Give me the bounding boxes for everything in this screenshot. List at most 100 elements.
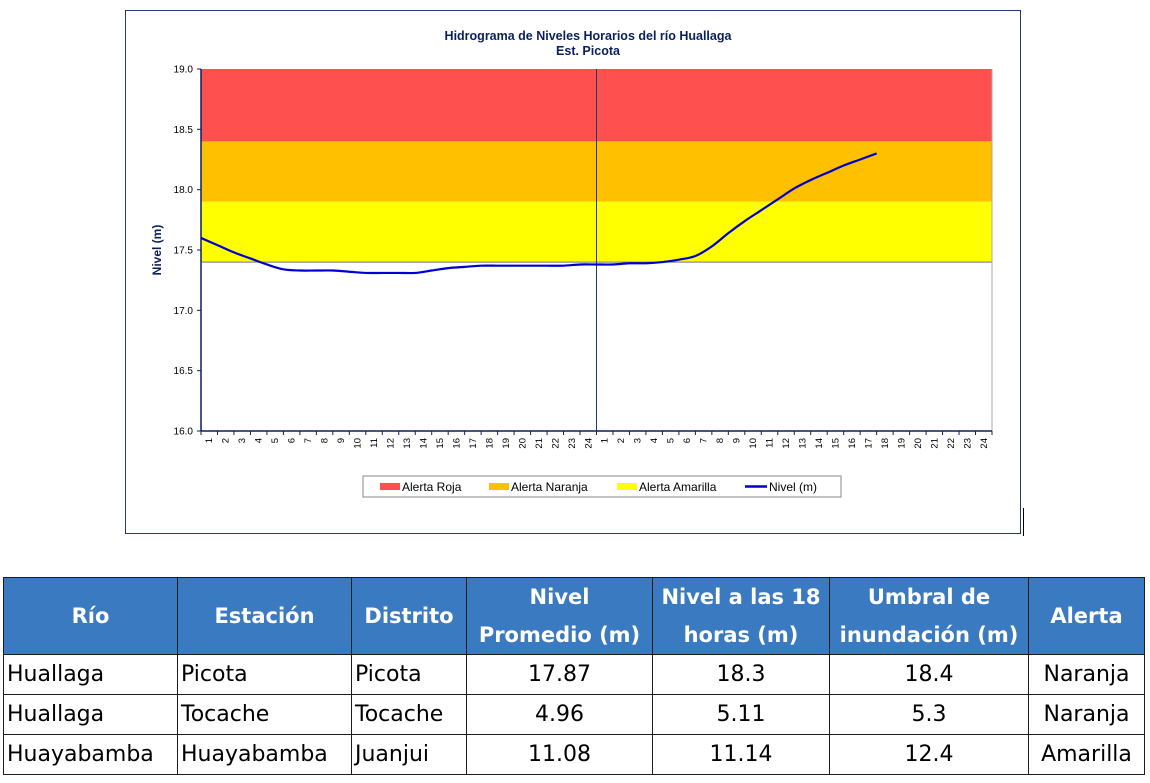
cell-nivel-18-horas: 11.14	[652, 734, 830, 775]
x-tick-label: 23	[567, 438, 578, 449]
cell-alerta: Naranja	[1028, 694, 1145, 735]
cell-nivel-18-horas: 5.11	[652, 694, 830, 735]
legend-swatch-alerta-amarilla	[617, 483, 637, 490]
x-tick-label: 20	[913, 438, 924, 449]
hydrograph-chart: Hidrograma de Niveles Horarios del río H…	[150, 29, 993, 498]
y-tick-label: 18.5	[174, 125, 194, 136]
x-tick-label: 10	[748, 438, 759, 449]
x-tick-label: 15	[830, 438, 841, 449]
x-tick-label: 22	[946, 438, 957, 449]
x-tick-label: 13	[797, 438, 808, 449]
x-tick-label: 9	[732, 438, 743, 443]
y-tick-label: 17.5	[174, 246, 194, 257]
cell-estacion: Tocache	[177, 694, 352, 735]
cell-alerta: Naranja	[1028, 654, 1145, 695]
x-tick-label: 24	[979, 438, 990, 449]
x-tick-label: 17	[863, 438, 874, 449]
header-nivel-18-horas: Nivel a las 18 horas (m)	[652, 577, 830, 655]
frame-edge-mark	[1023, 508, 1024, 536]
x-tick-label: 4	[649, 438, 660, 443]
x-tick-label: 16	[451, 438, 462, 449]
x-tick-label: 23	[962, 438, 973, 449]
cell-distrito: Tocache	[351, 694, 467, 735]
x-tick-label: 6	[287, 438, 298, 443]
header-alerta: Alerta	[1028, 577, 1145, 655]
x-tick-label: 2	[221, 438, 232, 443]
cell-umbral: 12.4	[829, 734, 1029, 775]
x-tick-label: 15	[435, 438, 446, 449]
cell-umbral: 18.4	[829, 654, 1029, 695]
legend-label-alerta-roja: Alerta Roja	[402, 480, 462, 494]
cell-alerta: Amarilla	[1028, 734, 1145, 775]
chart-title: Hidrograma de Niveles Horarios del río H…	[445, 29, 733, 43]
y-tick-label: 16.0	[174, 427, 194, 438]
cell-umbral: 5.3	[829, 694, 1029, 735]
header-estacion: Estación	[177, 577, 352, 655]
cell-estacion: Huayabamba	[177, 734, 352, 775]
header-nivel-promedio: Nivel Promedio (m)	[466, 577, 653, 655]
x-tick-label: 7	[699, 438, 710, 443]
cell-nivel-promedio: 4.96	[466, 694, 653, 735]
cell-distrito: Juanjui	[351, 734, 467, 775]
x-tick-label: 3	[633, 438, 644, 443]
x-tick-label: 19	[501, 438, 512, 449]
x-tick-label: 14	[418, 438, 429, 449]
x-tick-label: 5	[270, 438, 281, 443]
legend-swatch-alerta-roja	[380, 483, 400, 490]
x-tick-label: 8	[320, 438, 331, 443]
cell-rio: Huallaga	[3, 694, 178, 735]
legend-swatch-alerta-naranja	[489, 483, 509, 490]
legend-label-alerta-naranja: Alerta Naranja	[511, 480, 588, 494]
x-tick-label: 6	[682, 438, 693, 443]
x-tick-label: 10	[353, 438, 364, 449]
legend-label-nivel: Nivel (m)	[769, 480, 817, 494]
x-tick-label: 22	[550, 438, 561, 449]
y-axis-label: Nivel (m)	[150, 225, 164, 276]
y-tick-label: 18.0	[174, 185, 194, 196]
x-tick-label: 19	[896, 438, 907, 449]
cell-nivel-promedio: 11.08	[466, 734, 653, 775]
x-tick-label: 7	[303, 438, 314, 443]
legend-box	[362, 475, 842, 498]
cell-estacion: Picota	[177, 654, 352, 695]
cell-nivel-promedio: 17.87	[466, 654, 653, 695]
y-tick-label: 17.0	[174, 306, 194, 317]
x-tick-label: 11	[369, 438, 380, 448]
y-tick-label: 19.0	[174, 65, 194, 76]
header-rio: Río	[3, 577, 178, 655]
x-tick-label: 8	[715, 438, 726, 443]
y-axis-ticks: 16.0 16.5 17.0 17.5 18.0 18.5 19.0	[174, 65, 201, 438]
x-tick-label: 11	[765, 438, 776, 448]
x-tick-label: 12	[781, 438, 792, 449]
x-tick-label: 4	[254, 438, 265, 443]
x-tick-label: 20	[517, 438, 528, 449]
x-tick-label: 17	[468, 438, 479, 449]
x-tick-label: 16	[847, 438, 858, 449]
x-axis-ticks: 1 2 3 4 5 6 7 8 9 10 11 12 13 14 15 16 17 18 19 20 21 22 23 24 1…	[200, 431, 993, 449]
cell-rio: Huallaga	[3, 654, 178, 695]
series-layer	[200, 152, 878, 275]
table-row: Huallaga Picota Picota 17.87 18.3 18.4 N…	[3, 654, 1145, 695]
table-row: Huallaga Tocache Tocache 4.96 5.11 5.3 N…	[3, 694, 1145, 735]
chart-legend: Alerta Roja Alerta Naranja Alerta Amaril…	[362, 475, 842, 498]
cell-rio: Huayabamba	[3, 734, 178, 775]
y-tick-label: 16.5	[174, 366, 194, 377]
x-tick-label: 1	[204, 438, 215, 443]
header-distrito: Distrito	[351, 577, 467, 655]
x-tick-label: 13	[402, 438, 413, 449]
table-row: Huayabamba Huayabamba Juanjui 11.08 11.1…	[3, 734, 1145, 775]
x-tick-label: 5	[666, 438, 677, 443]
chart-subtitle: Est. Picota	[556, 44, 621, 58]
x-tick-label: 14	[814, 438, 825, 449]
x-tick-label: 18	[484, 438, 495, 449]
x-tick-label: 3	[237, 438, 248, 443]
stations-table: Río Estación Distrito Nivel Promedio (m) …	[3, 577, 1145, 775]
x-tick-label: 1	[600, 438, 611, 443]
cell-nivel-18-horas: 18.3	[652, 654, 830, 695]
x-tick-label: 18	[880, 438, 891, 449]
table-header-row: Río Estación Distrito Nivel Promedio (m) …	[3, 577, 1145, 655]
legend-label-alerta-amarilla: Alerta Amarilla	[639, 480, 717, 494]
x-tick-label: 12	[386, 438, 397, 449]
x-tick-label: 21	[929, 438, 940, 449]
series-line-nivel	[200, 152, 878, 275]
